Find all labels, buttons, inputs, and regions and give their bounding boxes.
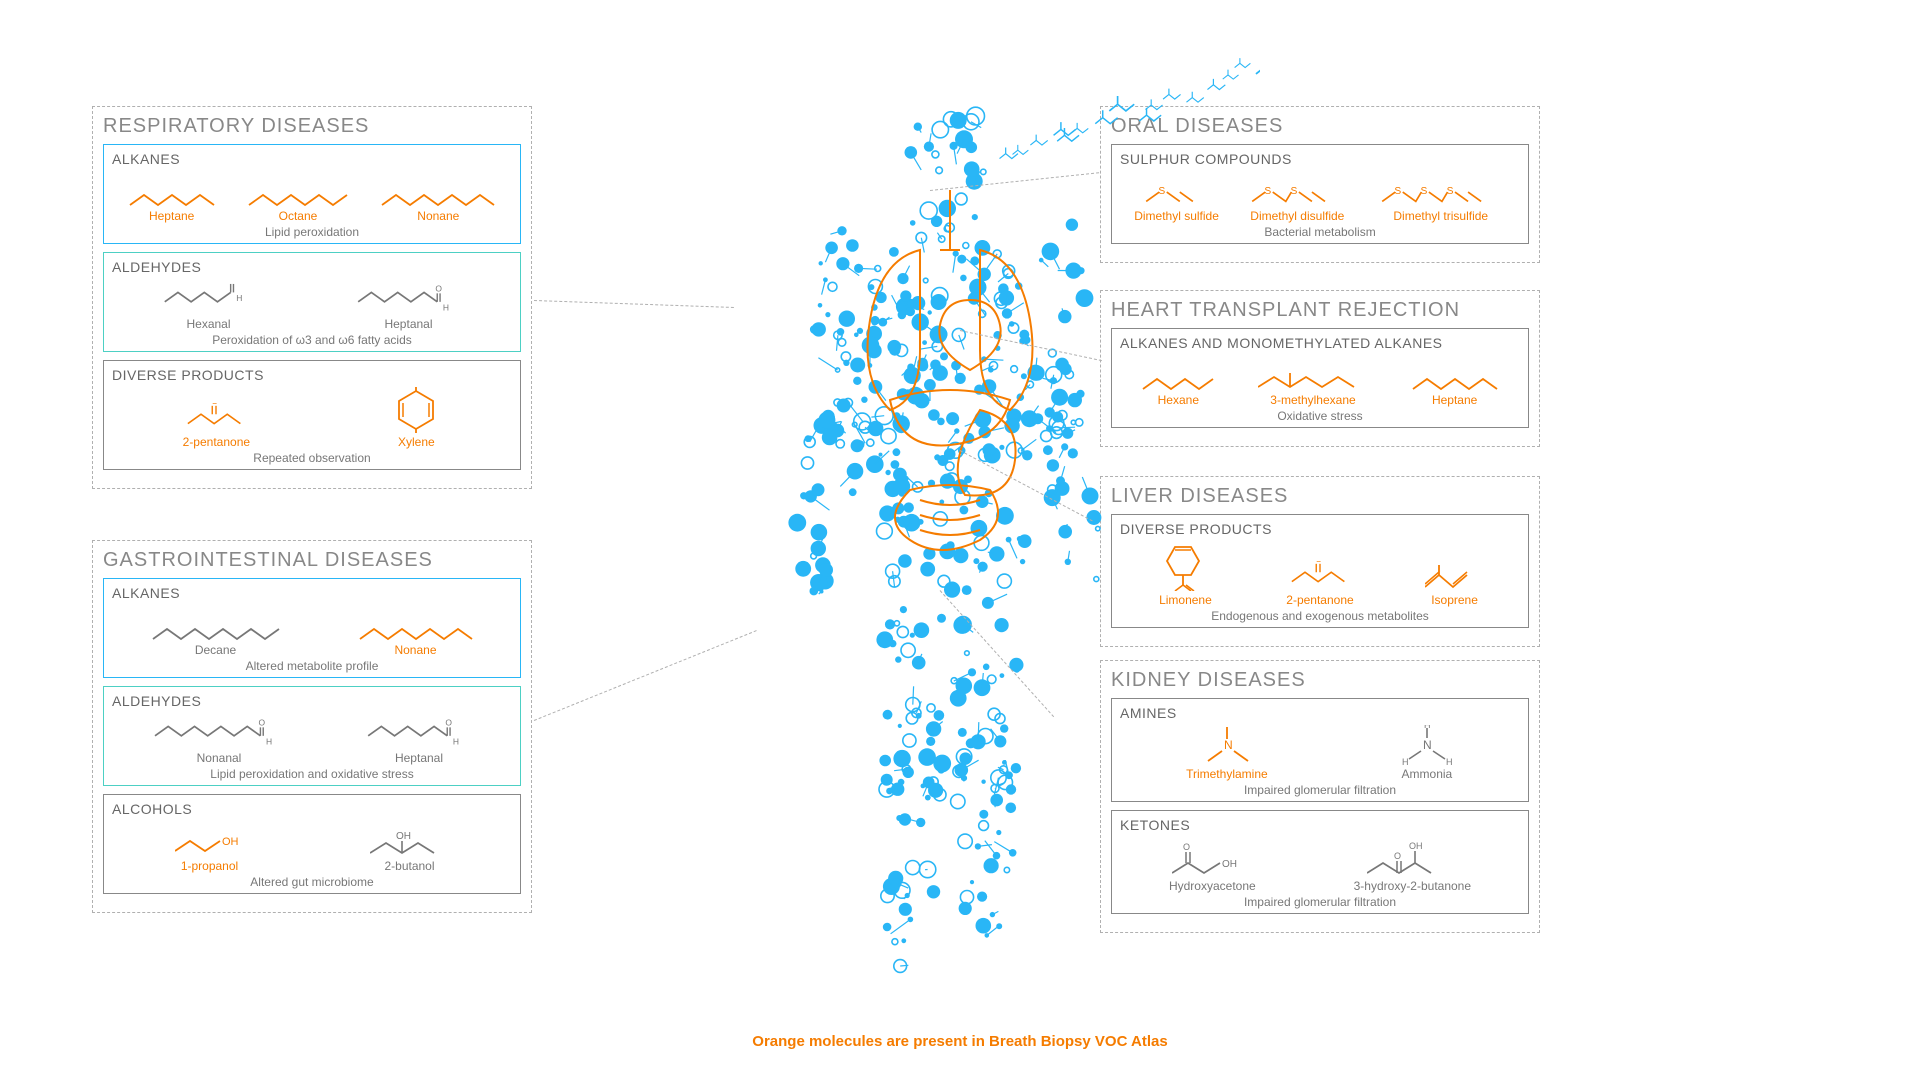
svg-text:O: O (228, 283, 235, 284)
group-caption: Lipid peroxidation and oxidative stress (112, 767, 512, 781)
molecule: Octane (247, 193, 349, 223)
molecule-label: Nonane (417, 209, 459, 223)
panel-title: RESPIRATORY DISEASES (103, 115, 521, 138)
svg-text:H: H (1424, 725, 1431, 730)
svg-text:O: O (435, 283, 442, 293)
group-caption: Altered metabolite profile (112, 659, 512, 673)
group-title: ALDEHYDES (112, 693, 512, 709)
molecule-label: 2-pentanone (1286, 593, 1353, 607)
panel-respiratory: RESPIRATORY DISEASES ALKANES Heptane Octan… (92, 106, 532, 489)
molecule-label: Dimethyl trisulfide (1393, 209, 1488, 223)
svg-text:O: O (445, 717, 452, 727)
svg-text:OH: OH (396, 831, 411, 842)
molecule-row: OH 1-propanol OH 2-butanol (112, 821, 512, 873)
svg-text:S: S (1265, 186, 1272, 197)
molecule: O OH 3-hydroxy-2-butanone (1354, 837, 1471, 893)
group-caption: Altered gut microbiome (112, 875, 512, 889)
molecule-label: 3-hydroxy-2-butanone (1354, 879, 1471, 893)
svg-text:S: S (1446, 186, 1453, 197)
molecule: Heptane (1411, 377, 1499, 407)
molecule: O H Heptanal (365, 717, 473, 765)
svg-text:S: S (1420, 186, 1427, 197)
molecule-label: Heptanal (395, 751, 443, 765)
molecule-label: Nonane (394, 643, 436, 657)
svg-text:H: H (266, 736, 272, 746)
molecule: OH 1-propanol (175, 831, 245, 873)
molecule-row: O 2-pentanone Xylene (112, 387, 512, 449)
svg-text:H: H (442, 302, 448, 312)
svg-text:O: O (212, 403, 219, 406)
molecule: S S S Dimethyl trisulfide (1376, 179, 1506, 223)
group-title: ALKANES (112, 151, 512, 167)
molecule-label: Decane (195, 643, 236, 657)
molecule-label: Dimethyl disulfide (1250, 209, 1344, 223)
group-caption: Lipid peroxidation (112, 225, 512, 239)
molecule: Nonane (358, 627, 474, 657)
svg-text:H: H (236, 293, 242, 303)
group-title: ALDEHYDES (112, 259, 512, 275)
molecule: Heptane (128, 193, 216, 223)
molecule-label: Heptane (149, 209, 194, 223)
molecule: N H H H Ammonia (1400, 725, 1454, 781)
molecule-label: Heptane (1432, 393, 1477, 407)
molecule: Xylene (391, 387, 441, 449)
molecule-row: O H Nonanal O H Heptanal (112, 713, 512, 765)
svg-text:N: N (1423, 738, 1432, 752)
molecule-label: Heptanal (384, 317, 432, 331)
group-title: DIVERSE PRODUCTS (112, 367, 512, 383)
group-caption: Repeated observation (112, 451, 512, 465)
molecule-row: Decane Nonane (112, 605, 512, 657)
molecule-row: Heptane Octane Nonane (112, 171, 512, 223)
molecule-label: Nonanal (197, 751, 242, 765)
molecule: O H Nonanal (151, 717, 287, 765)
group-caption: Peroxidation of ω3 and ω6 fatty acids (112, 333, 512, 347)
molecule: Decane (151, 627, 281, 657)
svg-text:S: S (1394, 186, 1401, 197)
svg-text:H: H (453, 736, 459, 746)
compound-group: DIVERSE PRODUCTS O 2-pentanone Xylene Rep… (103, 360, 521, 470)
molecule-label: 2-pentanone (183, 435, 250, 449)
molecule-label: Xylene (398, 435, 435, 449)
compound-group: ALDEHYDES O H Hexanal O H Heptanal Peroxi… (103, 252, 521, 352)
molecule: O H Heptanal (355, 283, 463, 331)
footer-note: Orange molecules are present in Breath B… (752, 1033, 1167, 1050)
group-title: ALKANES (112, 585, 512, 601)
svg-text:O: O (1315, 561, 1322, 564)
panel-gastrointestinal: GASTROINTESTINAL DISEASES ALKANES Decane N… (92, 540, 532, 913)
molecule-label: 1-propanol (181, 859, 238, 873)
group-title: ALCOHOLS (112, 801, 512, 817)
compound-group: ALDEHYDES O H Nonanal O H Heptanal Lipid … (103, 686, 521, 786)
compound-group: ALKANES Heptane Octane Nonane Lipid peroxida… (103, 144, 521, 244)
molecule: O 2-pentanone (183, 403, 250, 449)
molecule: OH 2-butanol (370, 823, 450, 873)
molecule-label: Hexanal (186, 317, 230, 331)
molecule-label: Octane (279, 209, 318, 223)
svg-text:H: H (1402, 757, 1409, 765)
molecule-label: 2-butanol (384, 859, 434, 873)
molecule-label: 3-methylhexane (1270, 393, 1355, 407)
molecule: Isoprene (1425, 561, 1485, 607)
panel-title: GASTROINTESTINAL DISEASES (103, 549, 521, 572)
molecule-label: Ammonia (1402, 767, 1453, 781)
svg-text:O: O (259, 717, 266, 727)
svg-text:O: O (1394, 851, 1401, 861)
compound-group: ALKANES Decane Nonane Altered metabolite pr… (103, 578, 521, 678)
molecule: O 2-pentanone (1286, 561, 1353, 607)
molecule: 3-methylhexane (1258, 359, 1368, 407)
compound-group: ALCOHOLS OH 1-propanol OH 2-butanol Alter… (103, 794, 521, 894)
human-body-diagram (640, 30, 1260, 1010)
svg-text:OH: OH (222, 836, 239, 848)
molecule-row: O H Hexanal O H Heptanal (112, 279, 512, 331)
svg-text:H: H (1446, 757, 1453, 765)
svg-text:S: S (1291, 186, 1298, 197)
molecule: Nonane (380, 193, 496, 223)
molecule: S S Dimethyl disulfide (1247, 179, 1347, 223)
molecule: O H Hexanal (162, 283, 256, 331)
molecule-label: Isoprene (1431, 593, 1478, 607)
svg-text:OH: OH (1409, 841, 1423, 851)
